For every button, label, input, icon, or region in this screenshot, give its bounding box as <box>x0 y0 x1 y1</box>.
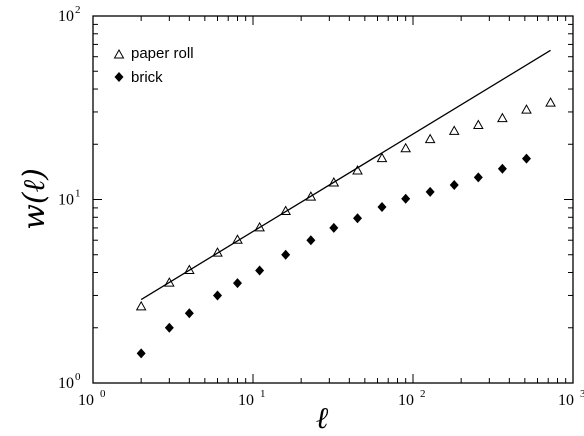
x-tick-label: 10 <box>238 392 254 409</box>
x-tick-label-exponent: 3 <box>580 388 584 400</box>
y-tick-label-exponent: 2 <box>75 4 81 16</box>
point-brick <box>306 235 316 246</box>
point-paper-roll <box>352 164 363 175</box>
point-paper-roll <box>163 277 175 287</box>
x-tick-label-exponent: 0 <box>100 388 106 400</box>
y-tick-label: 10 <box>58 192 74 209</box>
y-tick-label-exponent: 0 <box>75 371 81 383</box>
y-tick-label: 10 <box>58 375 74 392</box>
legend-marker-paper-roll <box>113 48 125 59</box>
point-brick <box>521 153 531 164</box>
point-brick <box>232 278 242 289</box>
fit-line <box>140 49 551 301</box>
x-tick-label: 10 <box>558 392 574 409</box>
point-brick <box>164 322 174 333</box>
point-paper-roll <box>376 152 388 163</box>
point-brick <box>281 249 291 260</box>
point-brick <box>184 308 194 319</box>
point-brick <box>497 163 507 174</box>
legend-label-brick: brick <box>131 69 163 86</box>
point-brick <box>425 186 435 197</box>
point-paper-roll <box>521 104 532 114</box>
point-paper-roll <box>448 125 460 135</box>
point-brick <box>213 290 223 301</box>
x-tick-label: 10 <box>398 392 414 409</box>
plot-frame <box>92 15 574 384</box>
x-axis-label: ℓ <box>316 401 329 436</box>
point-brick <box>473 172 483 183</box>
point-paper-roll <box>135 300 147 311</box>
legend: paper roll brick <box>113 45 194 86</box>
data-marks <box>135 49 556 359</box>
point-brick <box>329 222 339 233</box>
axis-ticks <box>92 16 573 384</box>
y-axis-label: w(ℓ) <box>17 168 52 230</box>
point-paper-roll <box>545 97 556 107</box>
point-brick <box>136 348 146 359</box>
point-brick <box>255 265 265 276</box>
point-brick <box>353 213 363 224</box>
point-paper-roll <box>497 112 508 123</box>
point-paper-roll <box>254 221 265 232</box>
point-brick <box>401 193 411 204</box>
legend-marker-brick <box>114 72 124 82</box>
y-tick-label-exponent: 1 <box>75 188 81 200</box>
y-tick-label: 10 <box>58 8 74 25</box>
point-paper-roll <box>305 191 317 201</box>
x-tick-label-exponent: 2 <box>420 388 426 400</box>
legend-label-paper-roll: paper roll <box>131 45 194 62</box>
point-paper-roll <box>400 142 412 153</box>
x-tick-label-exponent: 1 <box>260 388 266 400</box>
x-tick-label: 10 <box>78 392 94 409</box>
point-paper-roll <box>328 176 340 187</box>
point-paper-roll <box>424 133 436 144</box>
point-brick <box>377 202 387 213</box>
point-paper-roll <box>472 119 484 130</box>
tick-labels: 10 0 10 1 10 2 10 310 010 110 2 <box>58 4 584 409</box>
point-brick <box>449 179 459 190</box>
